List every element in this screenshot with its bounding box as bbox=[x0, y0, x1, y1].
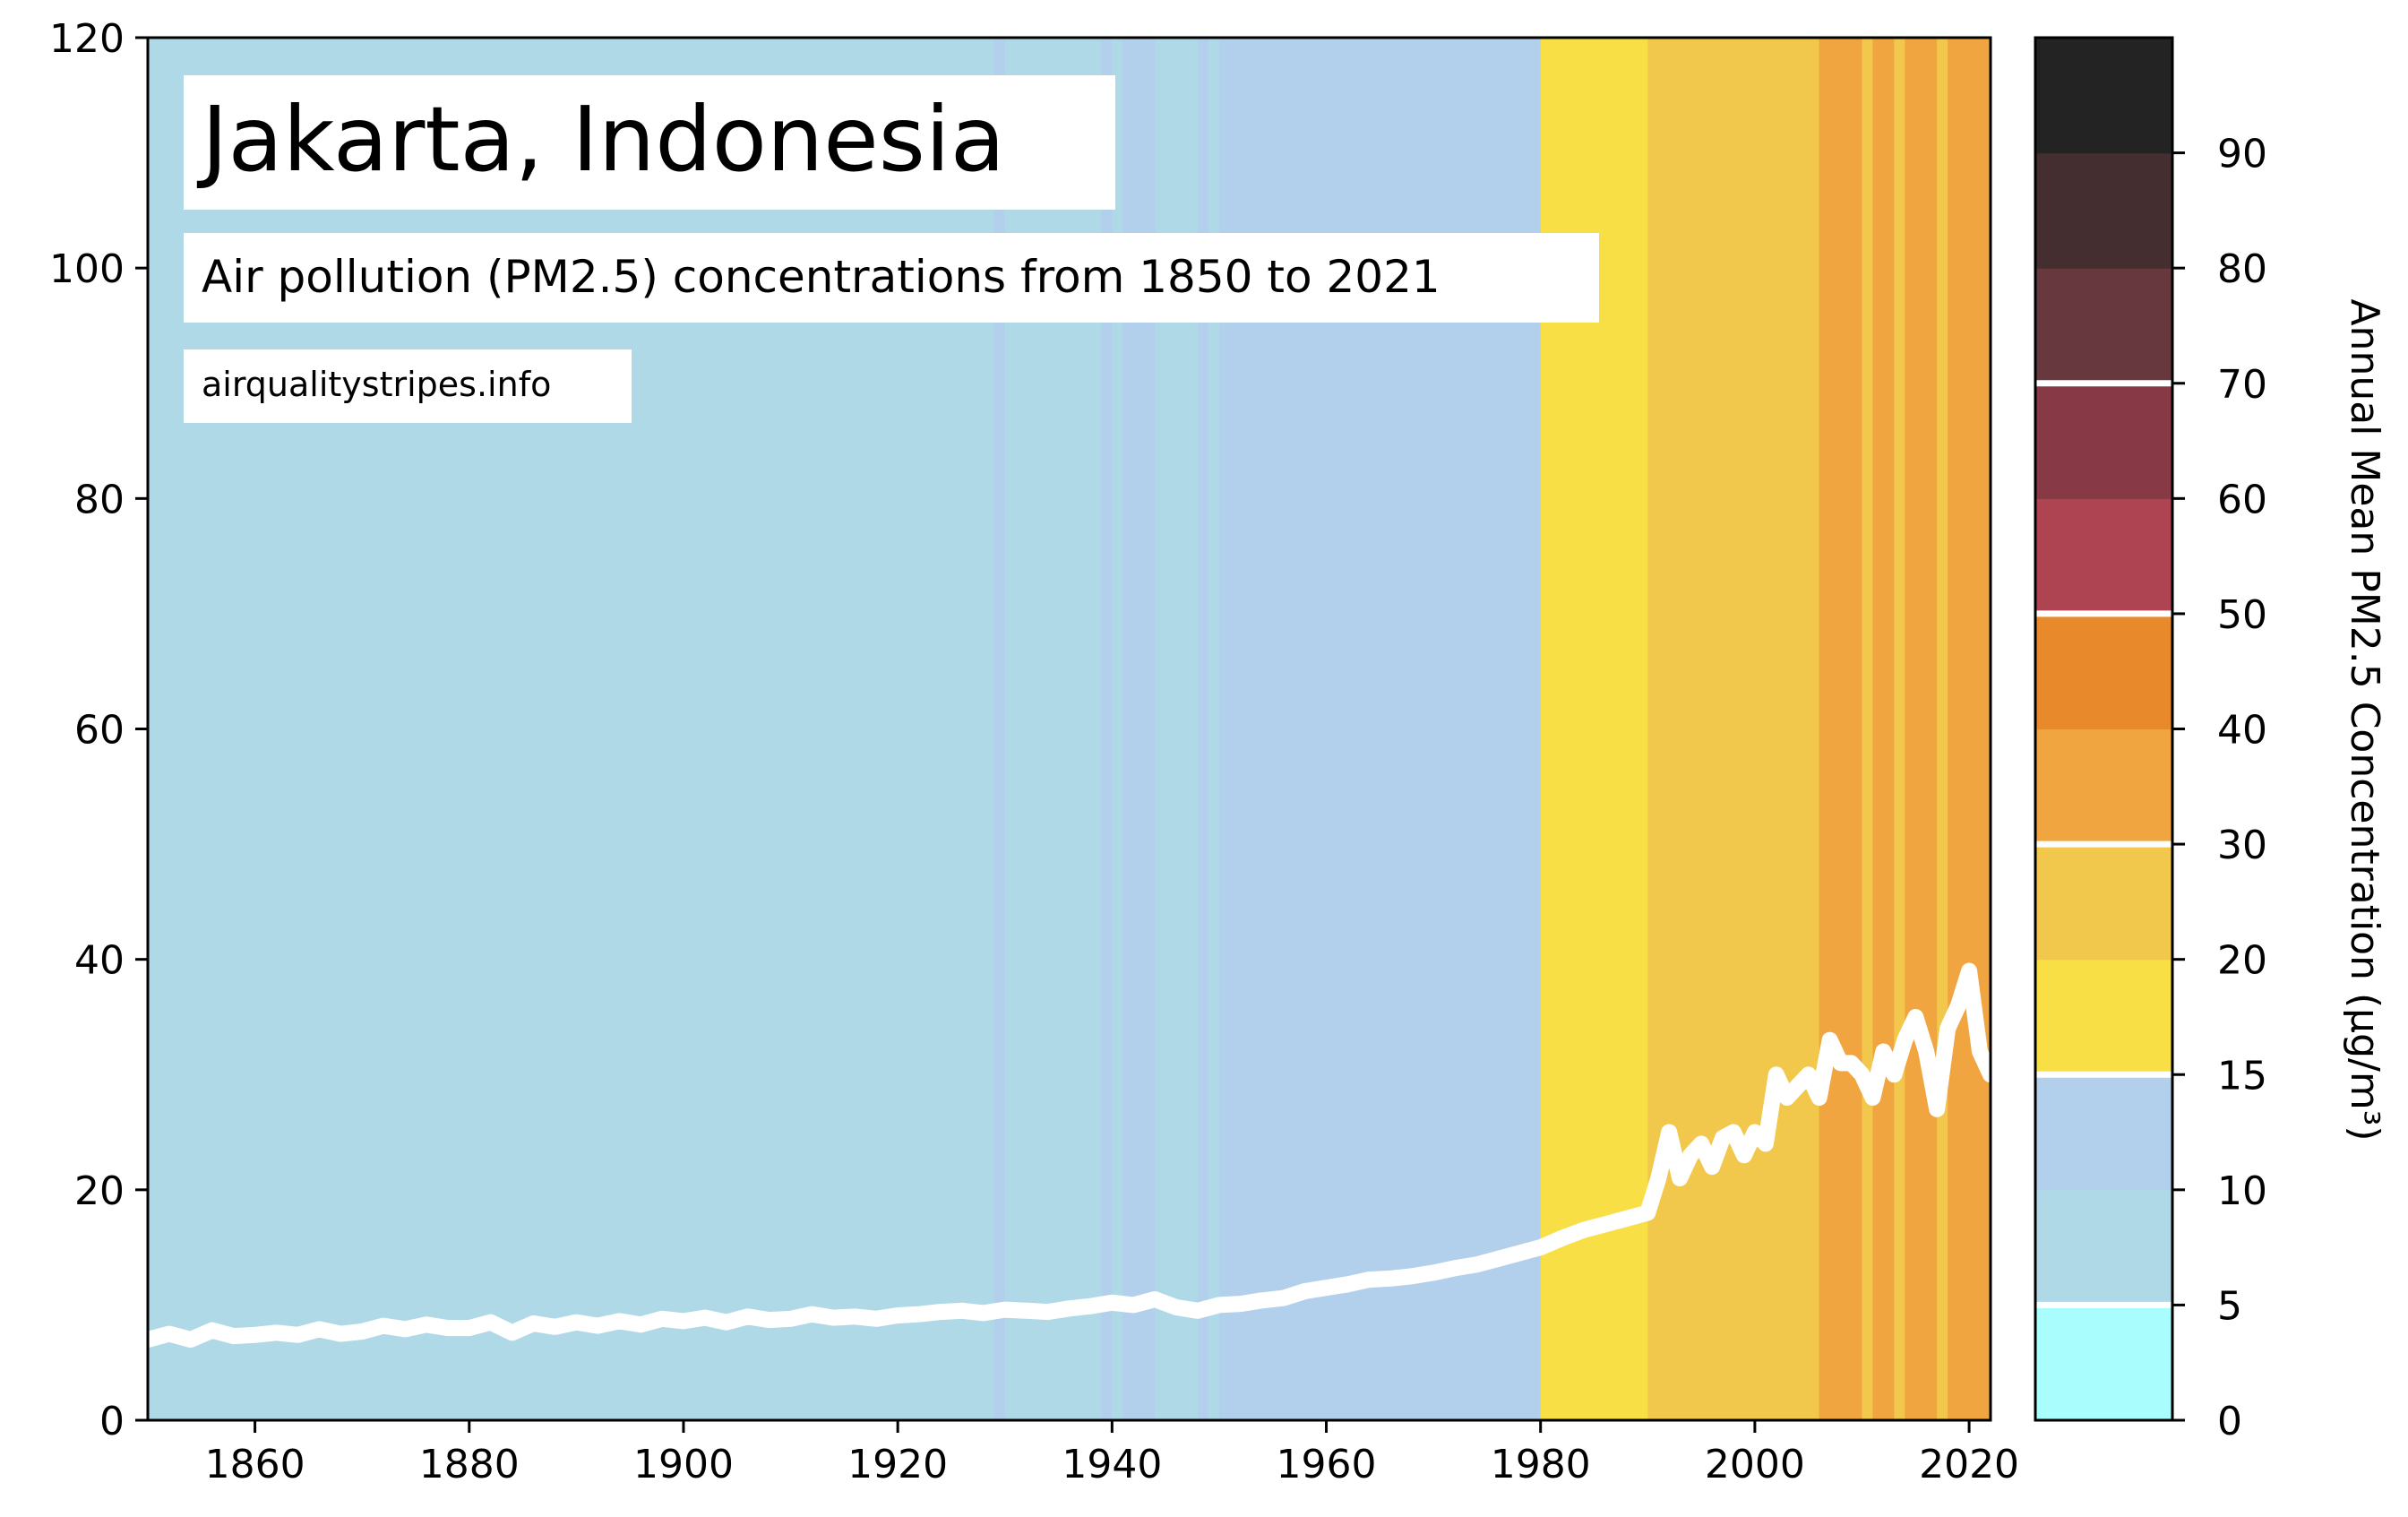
colorbar-tick-label-90: 90 bbox=[2217, 132, 2267, 177]
stripe-11 bbox=[1647, 38, 1820, 1420]
x-tick-label-1920: 1920 bbox=[847, 1442, 948, 1487]
colorbar bbox=[2035, 38, 2172, 1421]
x-tick-label-1880: 1880 bbox=[419, 1442, 520, 1487]
subtitle-background bbox=[184, 233, 1599, 323]
stripe-4 bbox=[1112, 38, 1123, 1420]
y-tick-label-100: 100 bbox=[49, 246, 125, 292]
colorbar-band-5 bbox=[2035, 1189, 2172, 1306]
stripe-3 bbox=[1101, 38, 1113, 1420]
title-background bbox=[184, 75, 1115, 210]
colorbar-band-70 bbox=[2035, 268, 2172, 384]
stripe-14 bbox=[1872, 38, 1895, 1420]
colorbar-band-80 bbox=[2035, 152, 2172, 269]
source-box: airqualitystripes.info bbox=[184, 349, 632, 423]
stripe-1 bbox=[993, 38, 1006, 1420]
colorbar-band-90 bbox=[2035, 38, 2172, 154]
y-axis: 0 20 40 60 80 100 120 bbox=[49, 16, 148, 1444]
x-tick-label-1980: 1980 bbox=[1491, 1442, 1591, 1487]
stripe-16 bbox=[1905, 38, 1938, 1420]
y-tick-label-40: 40 bbox=[74, 938, 125, 984]
series-line-0 bbox=[140, 962, 1999, 1348]
x-tick-label-1940: 1940 bbox=[1062, 1442, 1162, 1487]
colorbar-tick-label-40: 40 bbox=[2217, 708, 2267, 754]
series-layer bbox=[140, 962, 1999, 1348]
y-tick-label-80: 80 bbox=[74, 477, 125, 522]
colorbar-ticks: 0 5 10 15 20 30 40 50 60 70 80 90 bbox=[2172, 132, 2267, 1444]
stripe-13 bbox=[1862, 38, 1874, 1420]
colorbar-tick-label-0: 0 bbox=[2217, 1399, 2242, 1444]
colorbar-band-15 bbox=[2035, 959, 2172, 1075]
chart-source: airqualitystripes.info bbox=[202, 365, 551, 404]
y-tick-label-120: 120 bbox=[49, 16, 125, 62]
stripe-18 bbox=[1948, 38, 1991, 1420]
y-tick-label-0: 0 bbox=[99, 1399, 125, 1444]
x-tick-label-1860: 1860 bbox=[205, 1442, 305, 1487]
x-tick-label-1960: 1960 bbox=[1277, 1442, 1377, 1487]
stripe-7 bbox=[1198, 38, 1209, 1420]
colorbar-tick-label-20: 20 bbox=[2217, 938, 2267, 984]
colorbar-band-20 bbox=[2035, 844, 2172, 961]
stripe-15 bbox=[1894, 38, 1905, 1420]
colorbar-tick-label-15: 15 bbox=[2217, 1053, 2267, 1099]
subtitle-box: Air pollution (PM2.5) concentrations fro… bbox=[184, 233, 1599, 323]
colorbar-band-0 bbox=[2035, 1305, 2172, 1421]
stripe-17 bbox=[1937, 38, 1948, 1420]
y-tick-label-20: 20 bbox=[74, 1168, 125, 1214]
colorbar-tick-label-80: 80 bbox=[2217, 246, 2267, 292]
colorbar-band-50 bbox=[2035, 498, 2172, 615]
colorbar-band-60 bbox=[2035, 383, 2172, 499]
x-axis: 1860 1880 1900 1920 1940 1960 1980 2000 2020 bbox=[205, 1420, 2019, 1487]
source-background bbox=[184, 349, 632, 423]
colorbar-band-30 bbox=[2035, 728, 2172, 845]
colorbar-tick-label-5: 5 bbox=[2217, 1283, 2242, 1329]
chart-title: Jakarta, Indonesia bbox=[196, 87, 1005, 192]
colorbar-band-40 bbox=[2035, 613, 2172, 730]
y-tick-label-60: 60 bbox=[74, 708, 125, 754]
x-tick-label-2020: 2020 bbox=[1919, 1442, 2019, 1487]
chart-subtitle: Air pollution (PM2.5) concentrations fro… bbox=[202, 251, 1440, 303]
colorbar-band-10 bbox=[2035, 1074, 2172, 1191]
colorbar-tick-label-10: 10 bbox=[2217, 1168, 2267, 1214]
x-tick-label-2000: 2000 bbox=[1705, 1442, 1805, 1487]
title-box: Jakarta, Indonesia bbox=[184, 75, 1115, 210]
colorbar-tick-label-30: 30 bbox=[2217, 823, 2267, 868]
stripe-8 bbox=[1208, 38, 1220, 1420]
colorbar-tick-label-70: 70 bbox=[2217, 362, 2267, 408]
colorbar-title: Annual Mean PM2.5 Concentration (µg/m³) bbox=[2342, 298, 2387, 1141]
stripe-12 bbox=[1819, 38, 1863, 1420]
colorbar-tick-label-50: 50 bbox=[2217, 592, 2267, 638]
colorbar-tick-label-60: 60 bbox=[2217, 477, 2267, 522]
x-tick-label-1900: 1900 bbox=[633, 1442, 734, 1487]
